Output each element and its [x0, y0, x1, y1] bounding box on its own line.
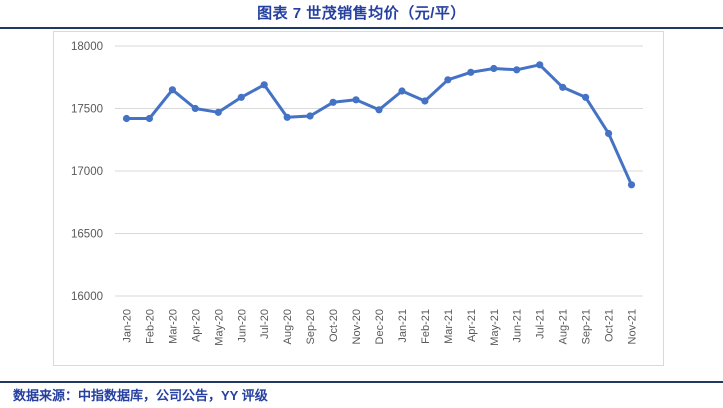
data-point	[627, 181, 636, 189]
data-point	[329, 98, 337, 106]
x-tick-label: May-20	[213, 309, 225, 346]
chart-figure-title: 图表 7 世茂销售均价（元/平）	[257, 5, 466, 22]
data-point	[513, 66, 521, 74]
data-source: 数据来源：中指数据库，公司公告，YY 评级	[13, 388, 268, 403]
data-point	[168, 86, 176, 94]
x-tick-label: Oct-20	[328, 309, 340, 342]
data-point	[237, 93, 245, 101]
x-tick-label: Nov-21	[627, 309, 639, 344]
x-tick-label: Feb-20	[144, 309, 156, 344]
data-point	[536, 61, 544, 69]
x-tick-label: Nov-20	[351, 309, 363, 344]
x-tick-label: Jun-21	[512, 309, 524, 343]
y-tick-label: 17500	[71, 104, 103, 116]
x-tick-label: May-21	[489, 309, 501, 346]
x-tick-label: Feb-21	[420, 309, 432, 344]
x-tick-label: Aug-20	[282, 309, 294, 344]
data-point	[582, 93, 590, 101]
x-tick-label: Mar-20	[167, 309, 179, 344]
price-line-chart: 18000 17500 17000 16500 16000 Jan-20 Feb-20 Mar…	[71, 41, 643, 346]
x-tick-label: Aug-21	[558, 309, 570, 344]
x-tick-label: Apr-21	[466, 309, 478, 342]
header-rule	[0, 27, 723, 29]
data-point	[559, 83, 567, 91]
x-tick-label: Sep-20	[305, 309, 317, 344]
y-tick-label: 16500	[71, 229, 103, 241]
x-tick-label: Oct-21	[604, 309, 616, 342]
chart-area: 18000 17500 17000 16500 16000 Jan-20 Feb-20 Mar…	[53, 31, 664, 366]
data-point	[214, 108, 222, 116]
series-line	[125, 63, 633, 187]
data-point	[260, 81, 268, 89]
x-tick-label: Apr-20	[190, 309, 202, 342]
data-point	[122, 114, 131, 123]
x-tick-label: Jan-20	[121, 309, 133, 343]
x-tick-label: Mar-21	[443, 309, 455, 344]
data-point	[398, 87, 406, 95]
data-point	[375, 106, 383, 114]
x-tick-label: Jul-20	[259, 309, 271, 339]
y-tick-label: 17000	[71, 166, 103, 178]
x-tick-label: Jun-20	[236, 309, 248, 343]
x-tick-label: Jul-21	[535, 309, 547, 339]
data-point	[352, 96, 360, 104]
data-point	[191, 104, 199, 113]
data-point	[605, 129, 613, 138]
data-point	[467, 68, 475, 76]
data-point	[306, 112, 314, 120]
data-point	[283, 113, 291, 121]
y-tick-label: 16000	[71, 291, 103, 303]
data-point	[490, 64, 498, 73]
data-point	[444, 76, 452, 84]
data-point	[145, 114, 153, 123]
x-tick-label: Sep-21	[581, 309, 593, 344]
data-point	[421, 97, 429, 105]
footer-rule	[0, 381, 723, 383]
x-tick-label: Dec-20	[374, 309, 386, 344]
x-tick-label: Jan-21	[397, 309, 409, 343]
y-tick-label: 18000	[71, 41, 103, 53]
